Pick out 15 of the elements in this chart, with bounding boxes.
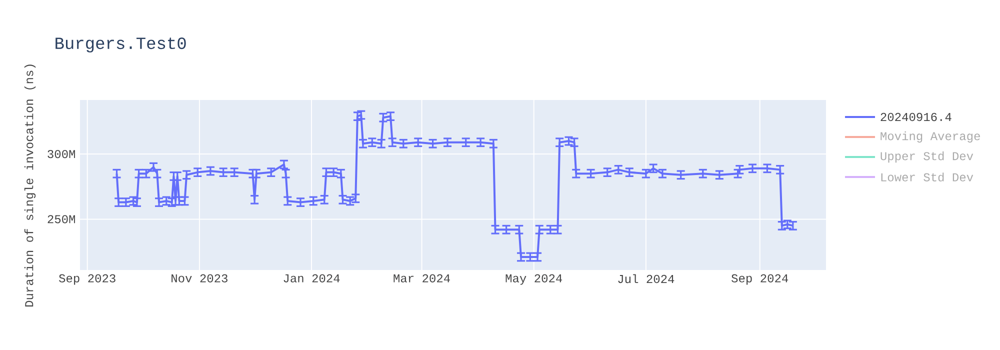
y-axis-title: Duration of single invocation (ns) [24, 64, 36, 306]
legend-label: Upper Std Dev [880, 151, 974, 163]
x-tick-label: Jan 2024 [284, 274, 340, 282]
legend-label: Moving Average [880, 131, 980, 143]
chart-title: Burgers.Test0 [56, 38, 186, 52]
x-tick-label: Jul 2024 [618, 274, 674, 284]
y-tick-label: 300M [48, 150, 75, 158]
x-tick-label: Sep 2024 [732, 274, 788, 285]
legend-label: Lower Std Dev [881, 172, 974, 182]
y-tick-label: 250M [48, 215, 75, 224]
x-tick-label: Mar 2024 [394, 274, 450, 282]
x-tick-label: Sep 2023 [59, 274, 116, 285]
x-tick-label: May 2024 [506, 274, 562, 285]
x-tick-label: Nov 2023 [172, 274, 228, 282]
legend-label: 20240916.4 [880, 112, 952, 122]
